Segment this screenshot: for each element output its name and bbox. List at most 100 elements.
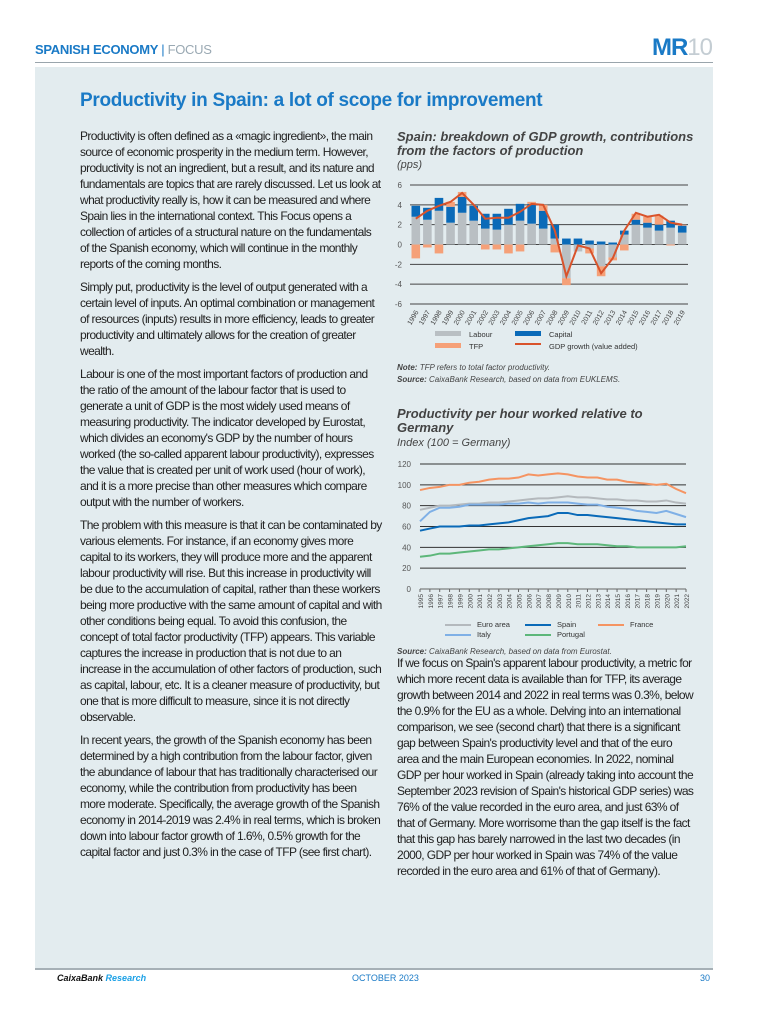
bar-capital [562,238,571,245]
chart1-source: Source: CaixaBank Research, based on dat… [397,375,620,384]
x-tick-label: 2014 [605,594,612,609]
source-text: CaixaBank Research, based on data from E… [429,375,621,384]
x-tick-label: 1996 [428,594,435,609]
bar-labour [411,216,421,245]
bar-capital [446,206,455,223]
legend-swatch [515,331,541,336]
bar-capital [585,240,594,245]
footer-date: OCTOBER 2023 [352,973,419,983]
legend-swatch [435,331,461,336]
x-tick-label: 2005 [517,594,524,609]
bar-tfp [446,201,455,207]
legend-swatch [445,624,471,626]
logo-number: 10 [687,34,713,61]
legend-label: Portugal [557,630,585,639]
bar-labour [562,244,571,279]
x-tick-label: 2018 [645,594,652,609]
bar-tfp [585,248,594,254]
bar-tfp [677,224,687,226]
right-column: If we focus on Spain's apparent labour p… [397,655,695,886]
paragraph: The problem with this measure is that it… [80,518,382,724]
bar-labour [515,220,525,245]
bar-tfp [423,244,432,248]
x-tick-label: 2006 [526,594,533,609]
bar-capital [527,203,536,224]
line-spain [419,511,686,532]
left-column: Productivity is often defined as a «magi… [80,128,382,867]
x-tick-label: 2015 [615,594,622,609]
bar-labour [608,244,617,258]
section-name: SPANISH ECONOMY [35,42,158,57]
bar-tfp [504,244,513,254]
y-tick-label: 0 [398,241,403,250]
y-tick-label: -4 [395,280,403,289]
bar-tfp [631,213,641,220]
bar-tfp [457,191,467,197]
bar-capital [423,207,432,220]
legend-swatch [525,624,551,626]
legend-swatch [515,343,541,345]
y-tick-label: -2 [395,260,403,269]
bar-labour [457,212,467,245]
y-tick-label: 4 [398,201,403,210]
note-label: Note: [397,363,418,372]
footer-divider [35,968,713,970]
bar-labour [446,222,455,245]
subsection-name: FOCUS [167,42,212,57]
y-tick-label: 20 [402,564,411,573]
bar-labour [631,224,641,245]
section-header: SPANISH ECONOMY | FOCUS [35,42,212,57]
bar-tfp [515,244,525,252]
paragraph: If we focus on Spain's apparent labour p… [397,656,694,878]
article-title: Productivity in Spain: a lot of scope fo… [80,90,543,111]
bar-labour [538,228,548,245]
bar-capital [666,220,675,228]
x-tick-label: 2002 [487,594,494,609]
y-tick-label: 6 [398,181,403,190]
x-tick-label: 2009 [556,594,563,609]
bar-tfp [666,244,675,246]
x-tick-label: 2022 [684,594,691,609]
y-tick-label: 100 [398,481,412,490]
bar-capital [469,205,478,221]
legend-label: Italy [477,630,491,639]
bar-capital [608,242,617,245]
bar-capital [573,238,583,245]
mr-logo: MR10 [652,34,713,62]
y-tick-label: 120 [398,460,412,469]
x-tick-label: 1998 [448,594,455,609]
x-tick-label: 2019 [654,594,661,609]
bar-tfp [434,244,444,254]
bar-capital [481,213,490,229]
bar-labour [469,220,478,245]
x-tick-label: 2010 [566,594,573,609]
brand-accent: Research [105,973,147,983]
line-italy [419,501,687,523]
bar-labour [643,227,652,245]
source-label: Source: [397,647,427,656]
bar-labour [504,224,513,245]
legend-label: Labour [469,330,493,339]
x-tick-label: 2003 [497,594,504,609]
bar-labour [666,227,675,245]
y-tick-label: 80 [402,502,411,511]
bar-tfp [538,204,548,211]
chart1-subtitle: (pps) [397,159,423,171]
chart1-note: Note: TFP refers to total factor product… [397,363,550,372]
bar-capital [643,222,652,228]
x-tick-label: 2008 [546,594,553,609]
bar-labour [481,228,490,245]
line-france [419,472,687,495]
legend-label: Spain [557,620,576,629]
x-tick-label: 1995 [418,594,425,609]
bar-labour [527,223,536,245]
paragraph: Simply put, productivity is the level of… [80,280,375,358]
paragraph: Labour is one of the most important fact… [80,367,374,509]
x-tick-label: 2007 [536,594,543,609]
bar-tfp [654,215,664,225]
bar-labour [423,219,432,245]
line-euro-area [419,495,687,511]
legend-swatch [445,634,471,636]
